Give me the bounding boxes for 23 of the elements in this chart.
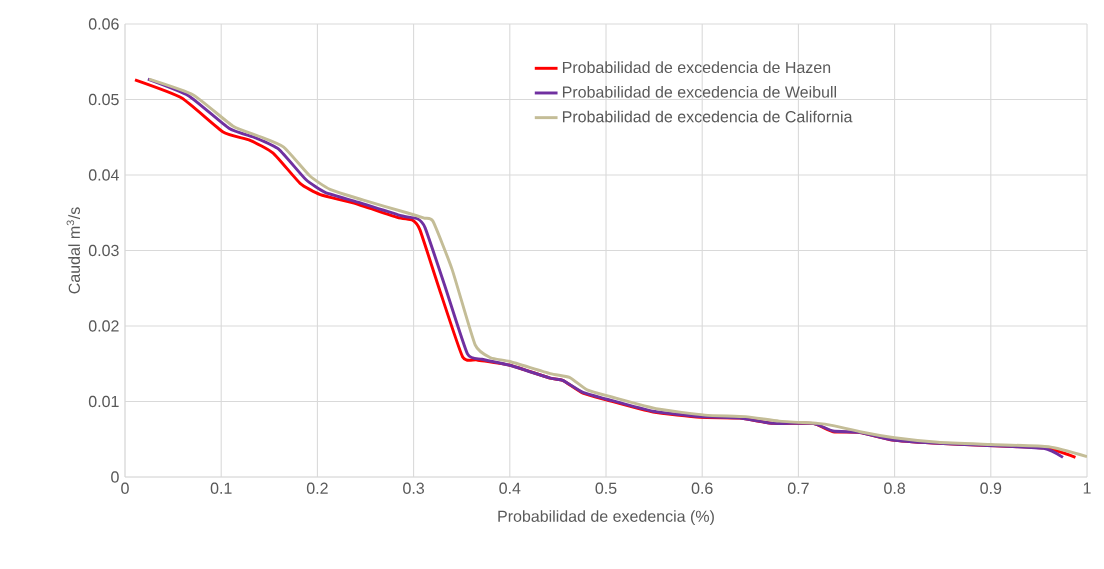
legend-label: Probabilidad de excedencia de Weibull: [562, 85, 836, 98]
y-tick-label: 0.04: [88, 169, 119, 181]
y-tick-label: 0.06: [88, 18, 119, 30]
x-tick-label: 0.4: [499, 482, 521, 494]
x-tick-label: 0.9: [980, 482, 1002, 494]
y-tick-label: 0.03: [88, 244, 119, 257]
x-tick-label: 0.6: [691, 482, 713, 494]
x-tick-label: 0.1: [210, 482, 232, 494]
legend-label: Probabilidad de excedencia de California: [562, 110, 853, 123]
x-axis-title: Probabilidad de exedencia (%): [498, 510, 714, 526]
x-tick-label: 0: [121, 482, 129, 494]
y-axis-title: Caudal m$^{3}$/s: [66, 207, 80, 294]
x-tick-label: 0.3: [403, 482, 425, 494]
x-tick-label: 0.5: [595, 482, 617, 494]
y-tick-label: 0.02: [88, 320, 119, 332]
x-tick-label: 0.7: [787, 482, 809, 494]
y-tick-label: 0.05: [88, 93, 119, 106]
y-tick-label: 0: [111, 471, 119, 483]
x-tick-label: 1: [1083, 482, 1091, 494]
y-tick-label: 0.01: [88, 395, 119, 408]
legend-label: Probabilidad de excedencia de Hazen: [562, 61, 831, 74]
x-tick-label: 0.2: [306, 482, 328, 494]
x-tick-label: 0.8: [884, 482, 906, 494]
